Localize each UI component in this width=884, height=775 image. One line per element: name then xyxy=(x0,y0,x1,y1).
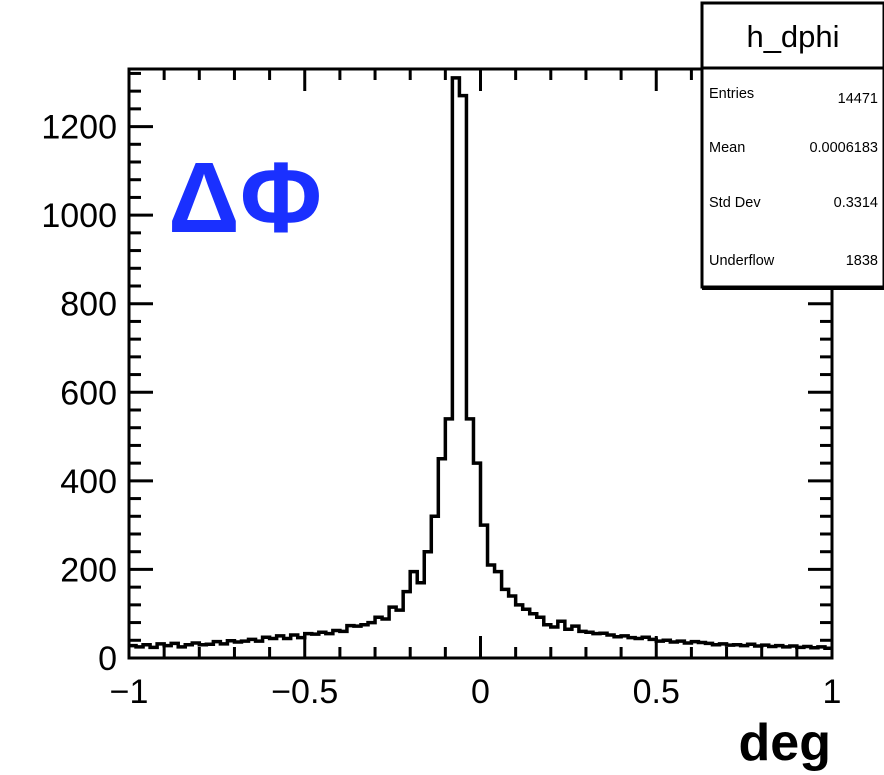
y-tick-label: 800 xyxy=(60,286,117,324)
delta-phi-annotation: ΔΦ xyxy=(168,142,322,254)
stats-value: 0.3314 xyxy=(834,195,878,211)
y-tick-label: 1000 xyxy=(41,197,117,235)
x-tick-label: 0 xyxy=(471,673,490,711)
stats-label: Underflow xyxy=(709,253,775,269)
histogram-series xyxy=(129,76,832,651)
x-tick-label: −1 xyxy=(110,673,149,711)
y-tick-label: 200 xyxy=(60,551,117,589)
x-tick-label: 0.5 xyxy=(633,673,680,711)
x-tick-labels: −1 −0.5 0 0.5 1 xyxy=(110,673,842,711)
y-tick-label: 400 xyxy=(60,463,117,501)
stats-label: Entries xyxy=(709,86,754,102)
stats-label: Std Dev xyxy=(709,195,761,211)
x-tick-label: 1 xyxy=(823,673,842,711)
stats-value: 1838 xyxy=(846,253,878,269)
stats-value: 0.0006183 xyxy=(809,140,878,156)
stats-box-title: h_dphi xyxy=(746,19,839,54)
x-axis-title: deg xyxy=(739,714,831,772)
y-tick-labels: 0 200 400 600 800 1000 1200 xyxy=(41,109,117,678)
stats-box: h_dphi Entries 14471 Mean 0.0006183 Std Dev 0… xyxy=(700,1,884,290)
y-tick-label: 1200 xyxy=(41,109,117,147)
stats-label: Mean xyxy=(709,140,745,156)
stats-box-rows: Entries 14471 Mean 0.0006183 Std Dev 0.3314 Un… xyxy=(709,86,878,269)
x-tick-label: −0.5 xyxy=(271,673,338,711)
y-tick-label: 0 xyxy=(98,640,117,678)
y-tick-label: 600 xyxy=(60,374,117,412)
stats-value: 14471 xyxy=(838,91,878,107)
stats-box-shadow xyxy=(702,286,884,290)
